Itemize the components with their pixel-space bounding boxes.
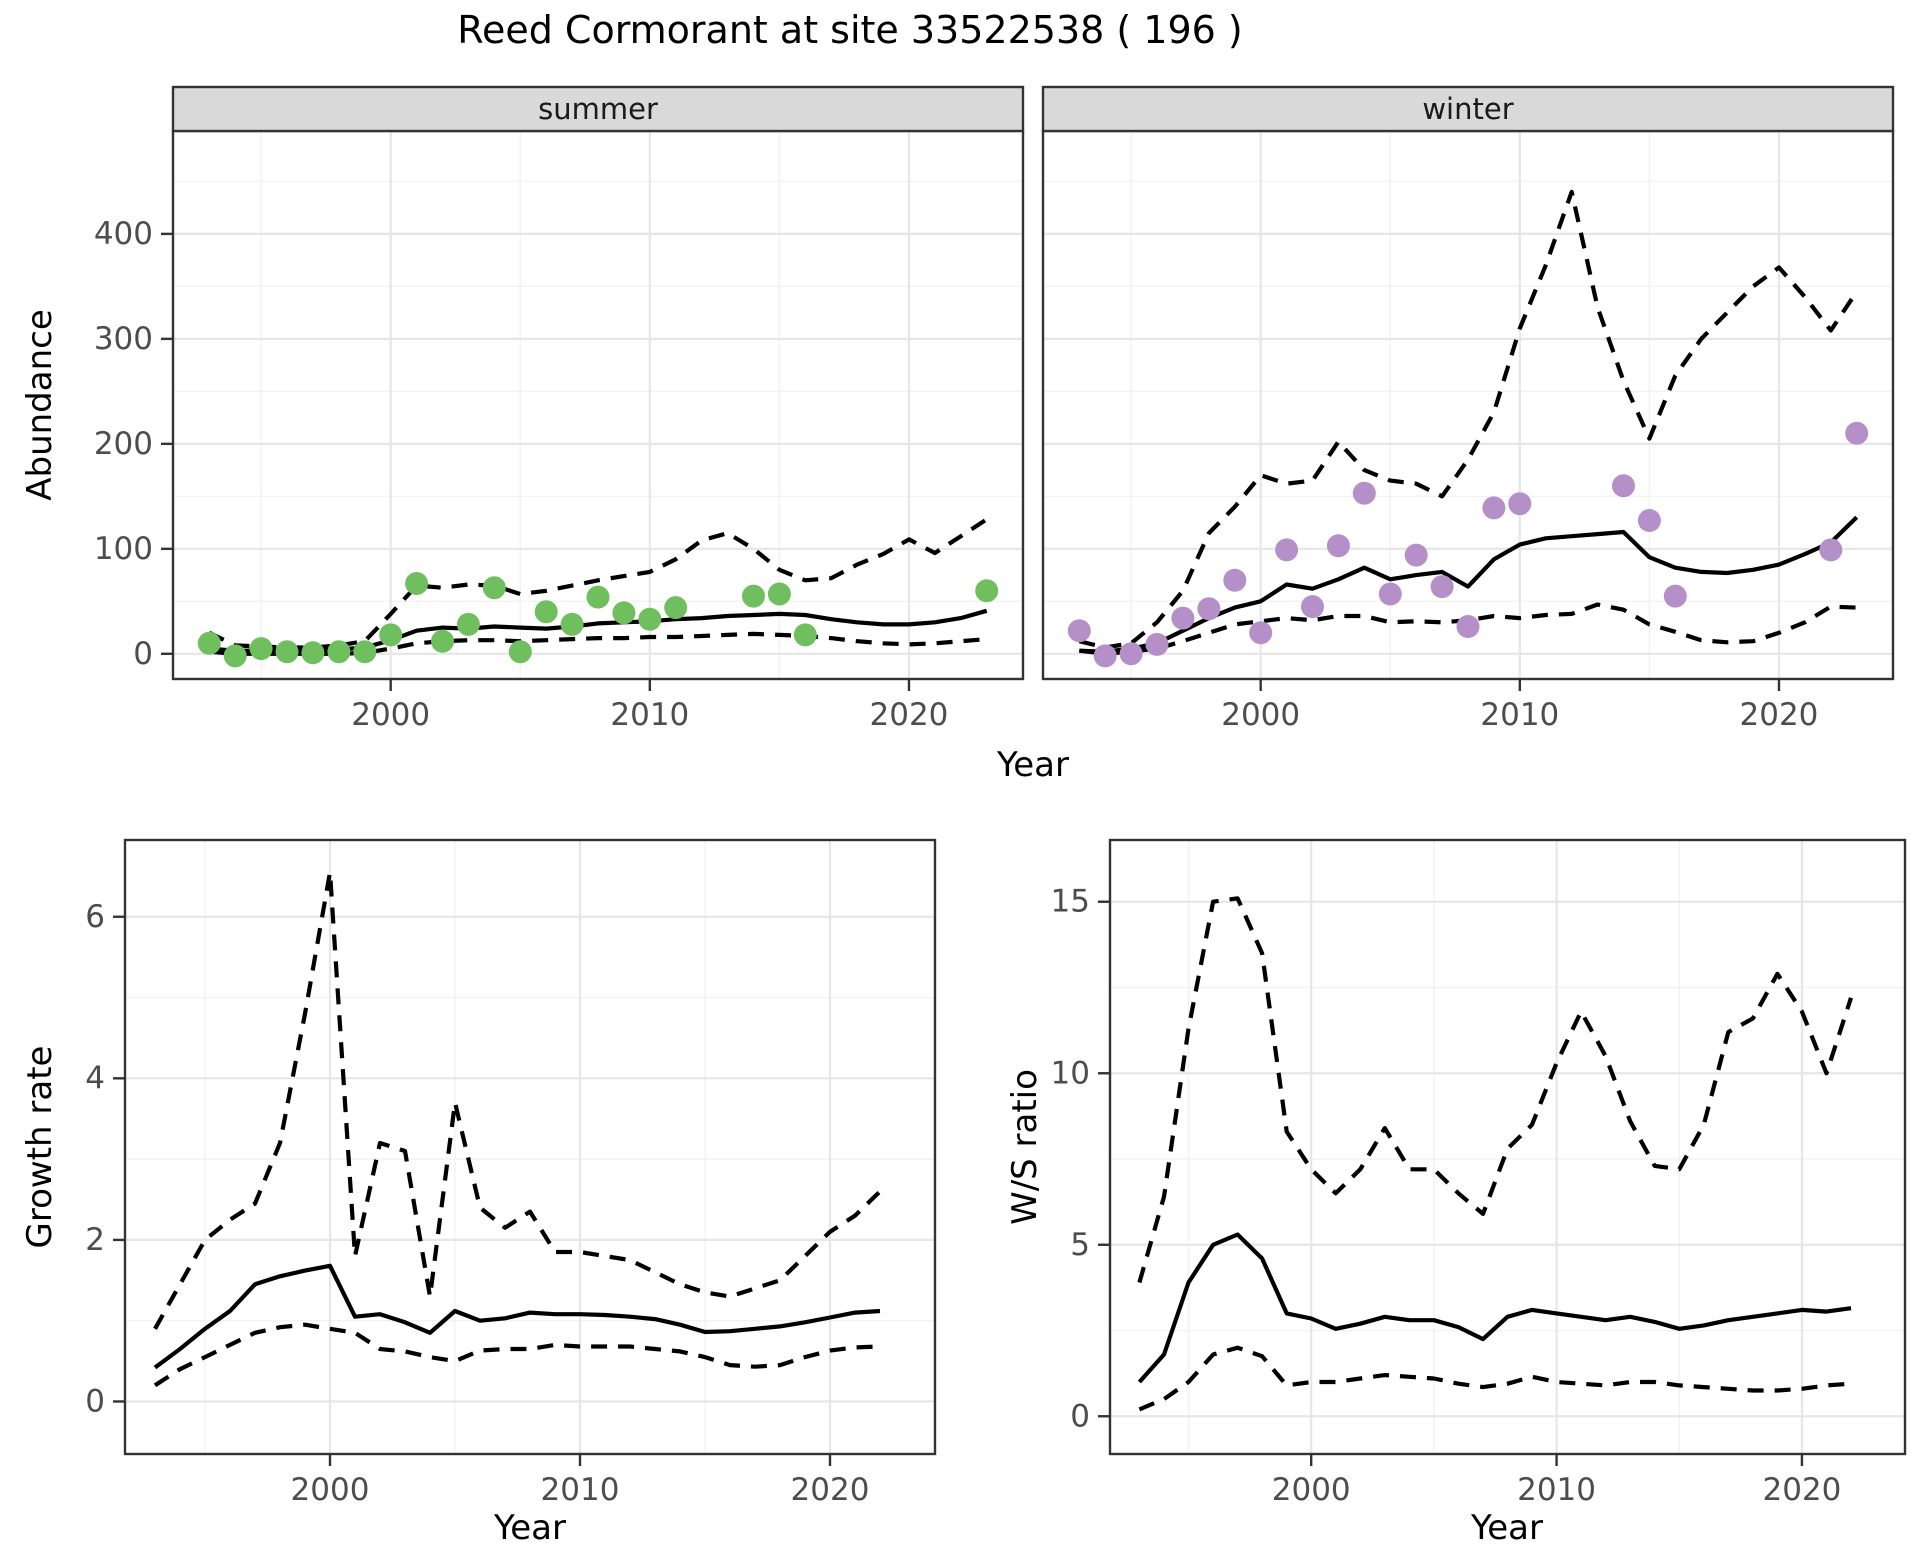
y-tick-label: 5	[1070, 1227, 1090, 1263]
abundance-winter-data-point	[1456, 615, 1480, 638]
y-tick-label: 200	[94, 426, 153, 462]
abundance-summer-data-point	[327, 640, 351, 664]
abundance-summer-data-point	[638, 607, 662, 631]
x-tick-label: 2010	[1480, 697, 1559, 733]
x-tick-label: 2020	[1762, 1472, 1841, 1508]
abundance-winter-lower_95ci-line	[1079, 602, 1857, 656]
abundance-summer-data-point	[586, 585, 610, 609]
abundance-summer-data-point	[456, 612, 480, 636]
abundance-summer-data-point	[197, 631, 221, 655]
abundance-summer-data-point	[560, 612, 584, 636]
abundance-summer-upper_95ci-line	[208, 517, 988, 650]
abundance-summer-lower_95ci-line	[209, 631, 987, 656]
x-tick-label: 2020	[791, 1472, 870, 1508]
abundance-winter-data-point	[1482, 496, 1506, 520]
abundance-winter-data-point	[1197, 597, 1221, 621]
abundance-summer-data-point	[793, 623, 817, 647]
growth-rate-upper_95ci-line	[153, 870, 882, 1330]
abundance-winter-data-point	[1171, 606, 1195, 630]
y-tick-label: 15	[1051, 884, 1090, 920]
y-tick-label: 300	[94, 321, 153, 357]
abundance-winter-data-point	[1301, 595, 1324, 619]
abundance-summer-data-point	[301, 641, 325, 665]
abundance-summer-data-point	[975, 579, 999, 603]
abundance-winter-data-point	[1819, 538, 1843, 562]
x-tick-label: 2000	[351, 697, 430, 733]
abundance-summer-data-point	[612, 601, 636, 625]
abundance-winter-panel	[1043, 131, 1893, 679]
abundance-summer-data-point	[405, 572, 429, 595]
abundance-winter-data-point	[1637, 509, 1661, 532]
x-axis-title-year-growth: Year	[494, 1508, 566, 1548]
abundance-summer-data-point	[767, 582, 791, 606]
abundance-summer-data-point	[431, 629, 454, 653]
y-tick-label: 0	[85, 1383, 105, 1419]
y-tick-label: 6	[85, 899, 105, 935]
y-tick-label: 2	[85, 1222, 105, 1258]
abundance-winter-data-point	[1352, 481, 1376, 505]
abundance-summer-data-point	[482, 576, 506, 600]
abundance-summer-data-point	[742, 584, 765, 608]
x-axis-title-year-top: Year	[997, 745, 1069, 785]
abundance-summer-data-point	[664, 596, 688, 620]
facet-label-winter: winter	[1422, 92, 1513, 126]
ws-ratio-mean-line	[1137, 1232, 1852, 1384]
ws-ratio-panel	[1110, 840, 1905, 1454]
growth-rate-panel-border	[123, 838, 937, 1456]
abundance-winter-data-point	[1404, 543, 1428, 567]
chart-title: Reed Cormorant at site 33522538 ( 196 )	[457, 8, 1243, 52]
abundance-winter-data-point	[1378, 582, 1402, 606]
x-tick-label: 2000	[1221, 697, 1300, 733]
x-tick-label: 2020	[870, 697, 949, 733]
y-axis-title-growth-rate: Growth rate	[20, 1045, 60, 1249]
abundance-summer-data-point	[508, 640, 532, 664]
facet-strip	[171, 85, 1025, 133]
y-tick-label: 0	[133, 636, 153, 672]
abundance-summer-data-point	[353, 640, 377, 664]
growth-rate-lower_95ci-line	[153, 1322, 881, 1388]
abundance-summer-data-point	[534, 600, 558, 624]
growth-rate-mean-line	[153, 1263, 881, 1370]
x-tick-label: 2010	[1517, 1472, 1596, 1508]
ws-ratio-lower_95ci-line	[1138, 1345, 1852, 1412]
y-tick-label: 0	[1070, 1398, 1090, 1434]
abundance-winter-data-point	[1430, 575, 1454, 599]
abundance-winter-data-point	[1845, 421, 1869, 445]
x-tick-label: 2000	[1272, 1472, 1351, 1508]
y-tick-label: 4	[85, 1060, 105, 1096]
abundance-winter-data-point	[1275, 538, 1299, 562]
abundance-winter-data-point	[1093, 644, 1117, 668]
x-tick-label: 2010	[541, 1472, 620, 1508]
y-tick-label: 400	[94, 216, 153, 252]
abundance-summer-data-point	[379, 623, 403, 647]
x-axis-title-year-ws: Year	[1471, 1508, 1543, 1548]
abundance-winter-data-point	[1145, 632, 1169, 656]
abundance-winter-data-point	[1067, 619, 1091, 643]
x-tick-label: 2000	[291, 1472, 370, 1508]
facet-strip	[1041, 85, 1895, 133]
y-tick-label: 10	[1051, 1055, 1090, 1091]
abundance-winter-data-point	[1119, 642, 1143, 666]
y-tick-label: 100	[94, 531, 153, 567]
abundance-winter-data-point	[1508, 492, 1532, 516]
abundance-winter-data-point	[1326, 534, 1350, 558]
facet-label-summer: summer	[538, 92, 658, 126]
abundance-summer-data-point	[275, 640, 299, 664]
growth-rate-panel	[125, 840, 935, 1454]
abundance-winter-upper_95ci-line	[1078, 189, 1859, 650]
abundance-summer-data-point	[223, 644, 247, 668]
y-axis-title-ws-ratio: W/S ratio	[1005, 1069, 1045, 1225]
x-tick-label: 2010	[610, 697, 689, 733]
y-axis-title-abundance: Abundance	[20, 309, 60, 501]
abundance-winter-data-point	[1612, 474, 1635, 498]
abundance-summer-data-point	[249, 637, 273, 661]
abundance-winter-data-point	[1223, 568, 1247, 592]
ws-ratio-upper_95ci-line	[1137, 896, 1853, 1284]
abundance-winter-data-point	[1249, 621, 1273, 645]
abundance-winter-data-point	[1663, 584, 1687, 608]
ws-ratio-panel-border	[1108, 838, 1907, 1456]
x-tick-label: 2020	[1740, 697, 1819, 733]
